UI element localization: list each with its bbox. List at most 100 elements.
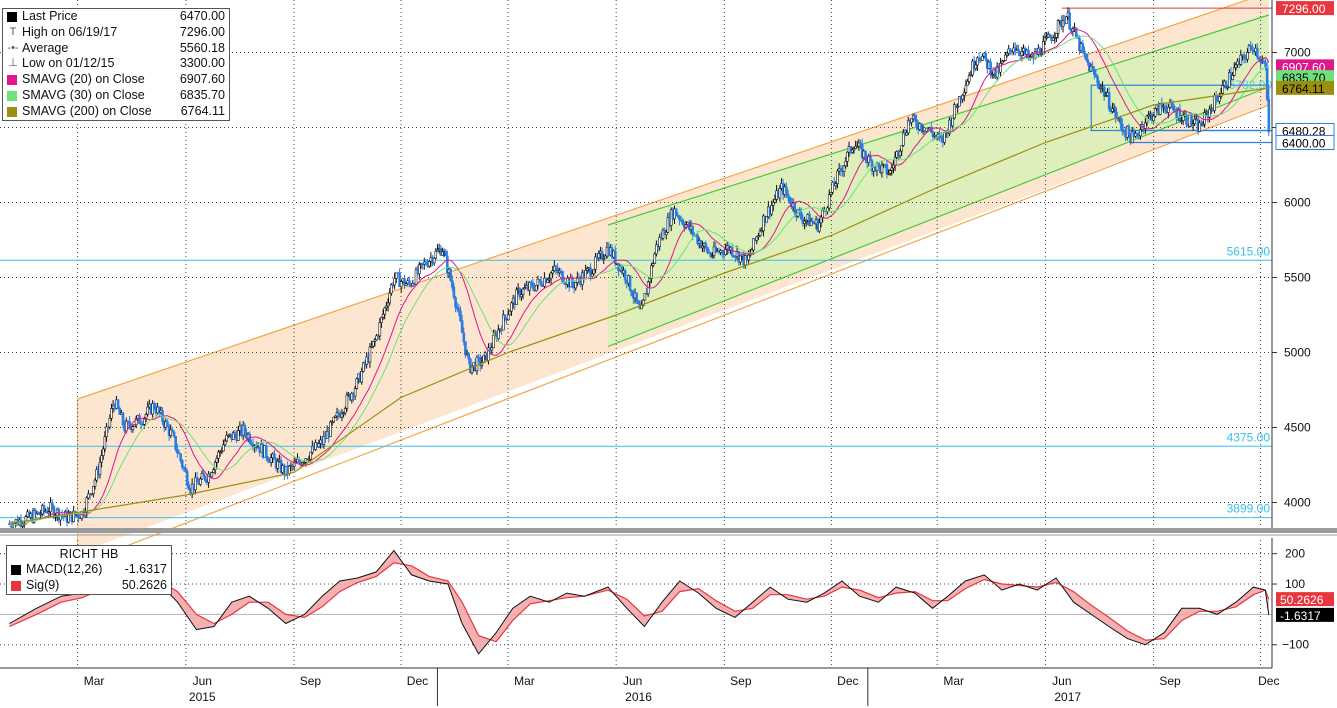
candle-body: [747, 254, 750, 261]
candle-body: [144, 413, 148, 419]
candle-body: [390, 284, 393, 294]
x-month-label: Sep: [1159, 674, 1181, 688]
candle-body: [711, 255, 714, 257]
candle-body: [597, 253, 601, 259]
candle-body: [1005, 52, 1009, 56]
macd-axis-tag: [1276, 592, 1334, 607]
candle-body: [1111, 108, 1114, 112]
candle-body: [414, 269, 418, 285]
macd-line: [9, 549, 1270, 655]
candle-body: [337, 412, 340, 416]
candle-body: [470, 365, 474, 374]
candle-body: [706, 247, 709, 253]
candle-body: [57, 508, 61, 521]
candle-body: [892, 165, 895, 169]
candle-body: [143, 417, 146, 425]
candle-body: [752, 238, 755, 251]
candle-body: [681, 219, 685, 225]
sma30-line: [9, 35, 1270, 527]
candle-body: [1038, 47, 1042, 55]
candle-body: [90, 493, 94, 496]
candle-body: [110, 408, 113, 419]
candle-body: [236, 430, 240, 441]
legend-value: 6907.60: [179, 72, 225, 87]
candle-body: [958, 96, 961, 107]
candle-body: [613, 250, 617, 265]
candle-body: [623, 270, 627, 281]
candle-body: [1249, 45, 1253, 48]
x-year-label: 2017: [1054, 690, 1081, 704]
candle-body: [362, 362, 365, 372]
candle-body: [602, 257, 606, 260]
candle-body: [342, 412, 345, 415]
candle-body: [176, 449, 179, 454]
price-axis-tag-label: 6400.00: [1282, 137, 1326, 151]
candle-body: [1203, 112, 1206, 125]
sma20-line: [9, 29, 1270, 527]
candle-body: [121, 412, 125, 426]
macd-legend: RICHT HB MACD(12,26) -1.6317 Sig(9) 50.2…: [6, 545, 172, 595]
price-axis-tag: [1276, 80, 1334, 95]
candle-body: [515, 289, 518, 305]
candle-body: [227, 434, 230, 437]
candle-body: [969, 74, 973, 77]
candle-body: [213, 461, 217, 470]
macd-tick-label: 100: [1285, 577, 1305, 591]
candle-body: [455, 306, 459, 310]
candle-body: [574, 282, 578, 289]
candle-body: [1119, 117, 1122, 125]
candle-body: [454, 297, 457, 308]
candle-body: [548, 278, 551, 281]
macd-axis-tag-label: 50.2626: [1280, 593, 1324, 607]
candle-body: [1208, 108, 1211, 118]
candle-body: [620, 266, 624, 274]
legend-value: 6835.70: [179, 87, 225, 102]
candle-body: [714, 246, 717, 252]
candle-body: [1127, 125, 1131, 135]
candle-body: [50, 502, 54, 507]
candle-body: [590, 273, 594, 277]
candle-body: [212, 469, 215, 473]
x-year-label: 2015: [189, 690, 216, 704]
price-axis-tag-label: 6480.28: [1282, 124, 1326, 138]
sma200-line: [9, 87, 1269, 525]
candle-body: [180, 460, 184, 468]
candle-body: [370, 346, 373, 348]
candle-body: [943, 132, 946, 143]
price-tick-label: 4500: [1284, 421, 1311, 435]
candle-body: [913, 114, 917, 120]
candle-body: [1152, 115, 1155, 121]
candle-body: [169, 429, 173, 436]
candle-body: [839, 168, 843, 171]
candle-body: [182, 466, 186, 469]
candle-body: [584, 269, 587, 280]
candle-body: [600, 250, 604, 260]
candle-body: [1139, 129, 1142, 137]
candle-body: [1055, 33, 1058, 38]
candle-body: [888, 170, 892, 174]
candle-body: [981, 55, 984, 61]
candle-body: [475, 356, 479, 371]
candle-body: [1167, 106, 1170, 113]
candle-body: [900, 145, 904, 152]
candle-body: [962, 92, 966, 96]
candle-body: [210, 472, 214, 478]
candle-body: [157, 406, 161, 413]
candle-body: [225, 434, 229, 442]
candle-body: [510, 302, 513, 312]
legend-swatch-macd: [11, 565, 21, 575]
candle-body: [436, 249, 439, 252]
candle-body: [1102, 86, 1106, 97]
candle-body: [1004, 54, 1007, 61]
candle-body: [799, 211, 803, 220]
candle-body: [174, 436, 177, 450]
candle-body: [651, 263, 655, 266]
candle-body: [1262, 60, 1266, 64]
candle-body: [1093, 68, 1096, 75]
candle-body: [340, 413, 344, 418]
candle-body: [1114, 107, 1118, 118]
candle-body: [730, 247, 734, 256]
candle-body: [1068, 12, 1071, 30]
legend-value: -1.6317: [124, 562, 167, 576]
candle-body: [650, 265, 653, 279]
